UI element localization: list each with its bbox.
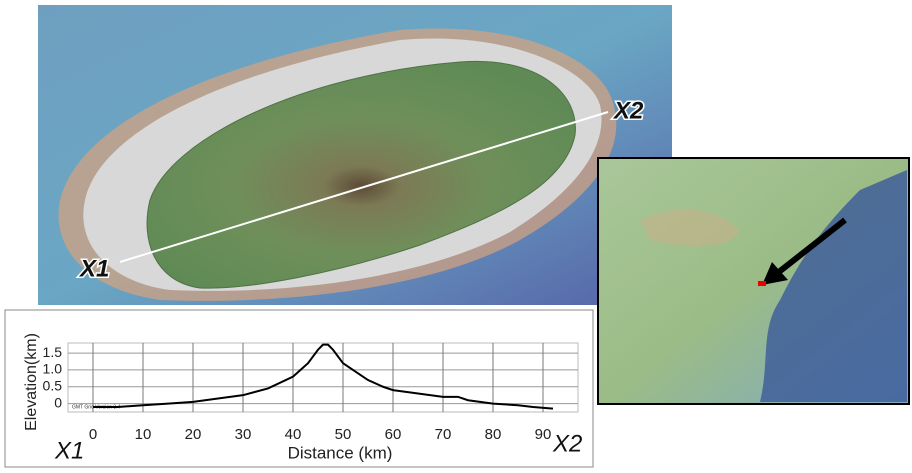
end-label: X2 (552, 430, 582, 457)
y-tick-label: 0.5 (43, 377, 63, 393)
x-tick-label: 90 (535, 426, 552, 443)
main-map: X1 X2 (38, 5, 672, 305)
x-axis-label: Distance (km) (288, 443, 393, 462)
x-tick-label: 40 (285, 426, 302, 443)
y-tick-label: 1.0 (43, 361, 63, 377)
y-tick-label: 1.5 (43, 344, 63, 360)
x-tick-label: 60 (385, 426, 402, 443)
x-tick-label: 30 (235, 426, 252, 443)
x-tick-label: 10 (135, 426, 152, 443)
x-tick-label: 50 (335, 426, 352, 443)
start-label: X1 (78, 255, 109, 282)
x-tick-label: 0 (89, 426, 97, 443)
x-tick-label: 80 (485, 426, 502, 443)
y-axis-label: Elevation(km) (23, 333, 40, 431)
x-tick-label: 70 (435, 426, 452, 443)
y-tick-label: 0 (54, 394, 62, 410)
x-tick-label: 20 (185, 426, 202, 443)
inset-map (598, 158, 909, 404)
start-label: X1 (54, 437, 84, 464)
figure: X1 X2 00.51.01.50102030405060708090Dista… (0, 0, 912, 468)
page: X1 X2 00.51.01.50102030405060708090Dista… (0, 0, 912, 468)
location-marker (758, 281, 766, 286)
end-label: X2 (612, 97, 644, 124)
